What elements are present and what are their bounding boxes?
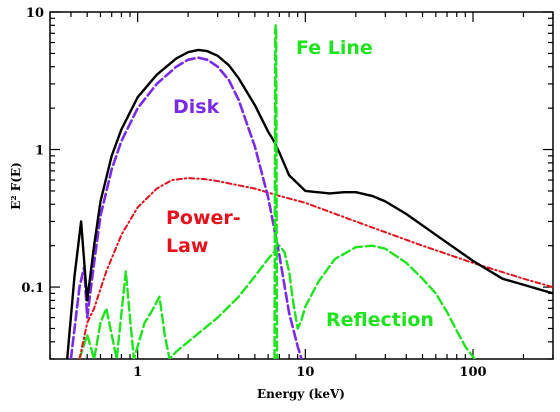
reflection-label: Reflection (326, 309, 434, 331)
y-tick-label: 10 (26, 6, 44, 21)
y-tick-label: 1 (35, 144, 44, 159)
y-axis-title: E² F(E) (9, 162, 23, 210)
x-tick-label: 1 (133, 365, 142, 380)
tick-labels-layer: 1 10 100 0.1 1 10 (21, 6, 486, 380)
disk-label: Disk (173, 96, 220, 118)
series-reflection (78, 244, 477, 359)
x-tick-label: 10 (296, 365, 314, 380)
series-fe-line (273, 24, 279, 359)
power-law-label-line2: Law (166, 235, 208, 257)
plot-frame (49, 11, 554, 360)
series-layer (65, 24, 553, 359)
series-total (65, 48, 553, 359)
ticks-layer (49, 11, 554, 360)
x-axis-title: Energy (keV) (257, 387, 345, 401)
y-tick-label: 0.1 (21, 281, 44, 296)
series-disk (69, 56, 303, 359)
fe-line-label: Fe Line (296, 37, 373, 59)
series-power-law (78, 177, 553, 359)
x-tick-label: 100 (459, 365, 486, 380)
power-law-label-line1: Power- (166, 207, 241, 229)
